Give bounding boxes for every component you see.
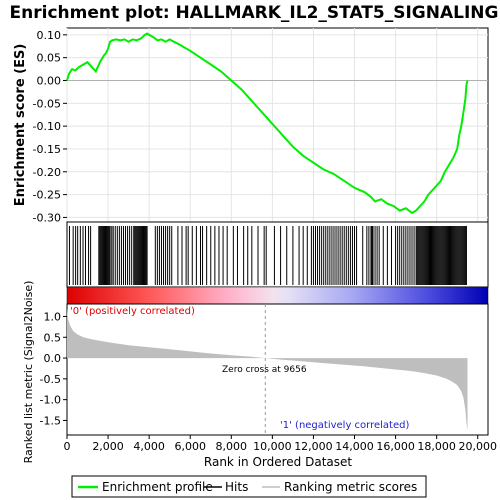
metric-y-tick-label: -1.0 bbox=[40, 394, 61, 407]
metric-y-ticks: 1.0 0.5 0.0 -0.5 -1.0 -1.5 bbox=[40, 310, 67, 427]
metric-y-tick-label: 0.0 bbox=[44, 352, 62, 365]
legend: Enrichment profile Hits Ranking metric s… bbox=[71, 475, 427, 498]
x-tick-label: 6,000 bbox=[174, 440, 206, 453]
metric-y-tick-label: -1.5 bbox=[40, 414, 61, 427]
metric-y-tick-label: -0.5 bbox=[40, 373, 61, 386]
es-y-tick-label: 0.00 bbox=[37, 74, 62, 87]
x-axis-label: Rank in Ordered Dataset bbox=[204, 455, 352, 469]
zero-cross-label: Zero cross at 9656 bbox=[222, 365, 307, 375]
es-panel: 0.10 0.05 0.00 -0.05 -0.10 -0.15 -0.20 -0.25 -0.… bbox=[13, 27, 489, 224]
es-y-tick-label: 0.05 bbox=[37, 52, 62, 65]
es-panel-frame bbox=[66, 27, 489, 223]
enrichment-profile-line bbox=[66, 32, 469, 215]
hits-marks bbox=[68, 226, 467, 285]
metric-y-tick-label: 0.5 bbox=[44, 331, 62, 344]
metric-y-tick-label: 1.0 bbox=[44, 310, 62, 323]
x-tick-label: 16,000 bbox=[376, 440, 415, 453]
x-tick-label: 0 bbox=[64, 440, 71, 453]
es-y-tick-label: -0.15 bbox=[33, 143, 61, 156]
negative-correlation-label: '1' (negatively correlated) bbox=[280, 420, 409, 431]
x-axis: 0 2,000 4,000 6,000 8,000 10,000 12,000 14,000 1… bbox=[64, 435, 497, 453]
x-tick-label: 20,000 bbox=[458, 440, 497, 453]
x-tick-label: 8,000 bbox=[216, 440, 248, 453]
x-tick-label: 4,000 bbox=[133, 440, 165, 453]
metric-panel: 1.0 0.5 0.0 -0.5 -1.0 -1.5 '0' (positively co… bbox=[22, 281, 489, 464]
chart-title: Enrichment plot: HALLMARK_IL2_STAT5_SIGN… bbox=[10, 3, 499, 23]
es-y-tick-label: -0.10 bbox=[33, 120, 61, 133]
legend-box bbox=[71, 475, 427, 498]
es-y-tick-label: -0.25 bbox=[33, 189, 61, 202]
x-tick-label: 14,000 bbox=[335, 440, 374, 453]
x-tick-label: 2,000 bbox=[92, 440, 124, 453]
es-y-tick-label: -0.05 bbox=[33, 97, 61, 110]
x-tick-label: 10,000 bbox=[253, 440, 292, 453]
positive-correlation-label: '0' (positively correlated) bbox=[70, 306, 195, 317]
hits-panel bbox=[66, 221, 489, 288]
hits-panel-frame bbox=[66, 221, 489, 288]
es-y-ticks: 0.10 0.05 0.00 -0.05 -0.10 -0.15 -0.20 -0.25 -0.… bbox=[33, 29, 67, 224]
legend-metric-label: Ranking metric scores bbox=[284, 480, 417, 494]
es-y-axis-label: Enrichment score (ES) bbox=[13, 44, 28, 207]
legend-hits-label: Hits bbox=[225, 480, 248, 494]
es-y-tick-label: -0.30 bbox=[33, 211, 61, 224]
x-tick-label: 18,000 bbox=[417, 440, 456, 453]
es-y-tick-label: -0.20 bbox=[33, 166, 61, 179]
es-grid bbox=[66, 28, 488, 222]
legend-enrichment-label: Enrichment profile bbox=[102, 480, 213, 494]
metric-y-axis-label: Ranked list metric (Signal2Noise) bbox=[22, 281, 35, 464]
x-tick-label: 12,000 bbox=[294, 440, 333, 453]
rank-color-band bbox=[66, 286, 489, 305]
es-y-tick-label: 0.10 bbox=[37, 29, 62, 42]
